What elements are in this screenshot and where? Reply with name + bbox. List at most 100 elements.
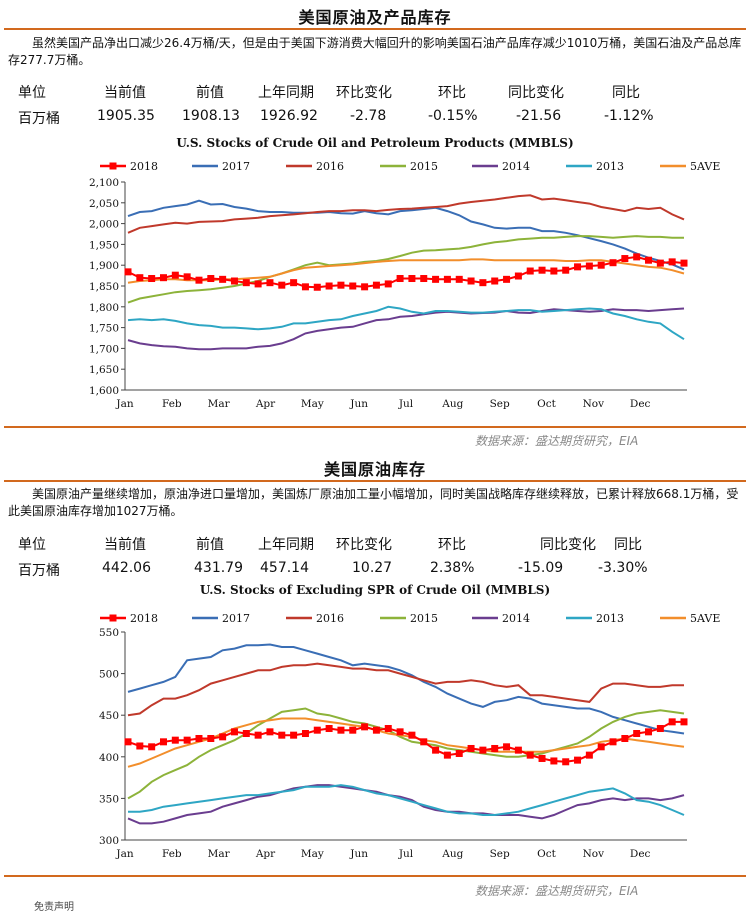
x-tick-label: Jun — [349, 398, 368, 410]
data-point-2018 — [183, 273, 191, 281]
legend-label-5AVE: 5AVE — [690, 160, 720, 173]
section-divider — [4, 480, 746, 482]
data-point-2018 — [266, 279, 274, 287]
crude-stocks-chart: 300 350 400 450 500 550 Jan Feb Mar Apr May Jun Jul A… — [99, 612, 720, 860]
data-point-2018 — [526, 751, 534, 759]
y-tick-label: 2,050 — [89, 198, 119, 210]
y-tick-label: 1,650 — [89, 364, 119, 376]
stat-value: -1.12% — [604, 108, 654, 124]
data-point-2018 — [396, 275, 404, 283]
legend-label-2018: 2018 — [130, 160, 158, 173]
stat-header: 上年同期 — [258, 537, 314, 553]
x-tick-label: Dec — [630, 848, 651, 860]
stat-header: 单位 — [18, 85, 46, 101]
stat-value: 10.27 — [352, 560, 393, 576]
y-tick-label: 350 — [99, 793, 119, 805]
data-point-2018 — [230, 277, 238, 285]
data-point-2018 — [136, 742, 144, 750]
data-point-2018 — [195, 276, 203, 284]
series-line-2013 — [127, 305, 685, 341]
series-line-2018 — [127, 255, 685, 289]
data-point-2018 — [313, 726, 321, 734]
data-point-2018 — [597, 261, 605, 269]
data-point-2018 — [349, 282, 357, 290]
stat-value: 1926.92 — [260, 108, 318, 124]
data-point-2018 — [361, 723, 369, 731]
crude-oil-section: 美国原油库存 美国原油产量继续增加，原油净进口量增加，美国炼厂原油加工量小幅增加… — [0, 452, 750, 905]
stat-value: 1908.13 — [182, 108, 240, 124]
data-point-2018 — [408, 731, 416, 739]
data-point-2018 — [337, 726, 345, 734]
data-point-2018 — [420, 275, 428, 283]
x-tick-label: Jan — [115, 398, 133, 410]
data-point-2018 — [254, 280, 262, 288]
stat-value: 百万桶 — [18, 111, 60, 127]
summary-paragraph: 美国原油产量继续增加，原油净进口量增加，美国炼厂原油加工量小幅增加，同时美国战略… — [8, 487, 739, 518]
y-tick-label: 550 — [99, 627, 119, 639]
x-tick-label: May — [301, 398, 324, 410]
data-point-2018 — [384, 280, 392, 288]
data-point-2018 — [574, 263, 582, 271]
data-point-2018 — [290, 731, 298, 739]
y-tick-label: 2,100 — [89, 177, 119, 189]
stat-value: 442.06 — [102, 560, 151, 576]
x-tick-label: Sep — [490, 398, 510, 410]
data-point-2018 — [609, 738, 617, 746]
stat-value: -15.09 — [518, 560, 564, 576]
series-line-2016 — [127, 662, 684, 717]
data-point-2018 — [183, 736, 191, 744]
data-point-2018 — [656, 725, 664, 733]
data-point-2018 — [668, 718, 676, 726]
data-point-2018 — [467, 277, 475, 285]
x-tick-label: Sep — [490, 848, 510, 860]
chart-title: U.S. Stocks of Crude Oil and Petroleum P… — [176, 136, 574, 150]
data-point-2018 — [609, 259, 617, 267]
data-point-2018 — [290, 279, 298, 287]
legend-label-2013: 2013 — [596, 160, 624, 173]
series-line-5AVE — [127, 717, 685, 768]
stat-value: 百万桶 — [18, 563, 60, 579]
data-point-2018 — [301, 283, 309, 291]
series-line-2014 — [127, 307, 685, 351]
data-point-2018 — [585, 262, 593, 270]
data-point-2018 — [242, 730, 250, 738]
data-point-2018 — [538, 266, 546, 274]
data-point-2018 — [621, 734, 629, 742]
stats-header-row: 单位 当前值 前值 上年同期 环比变化 环比 同比变化 同比 — [0, 82, 750, 101]
chart-title: U.S. Stocks of Excluding SPR of Crude Oi… — [199, 583, 551, 597]
x-tick-label: Apr — [255, 398, 276, 410]
data-point-2018 — [562, 266, 570, 274]
data-point-2018 — [574, 756, 582, 764]
legend-label-2017: 2017 — [222, 612, 250, 625]
section-divider — [4, 426, 746, 428]
x-tick-label: Jun — [349, 848, 368, 860]
data-point-2018 — [645, 256, 653, 264]
data-point-2018 — [550, 757, 558, 765]
data-point-2018 — [372, 726, 380, 734]
data-point-2018 — [171, 271, 179, 279]
data-point-2018 — [562, 758, 570, 766]
data-point-2018 — [633, 730, 641, 738]
data-point-2018 — [148, 743, 156, 751]
y-tick-label: 1,800 — [89, 302, 119, 314]
data-point-2018 — [420, 738, 428, 746]
stat-header: 环比 — [438, 537, 466, 553]
legend-label-2014: 2014 — [502, 160, 530, 173]
x-tick-label: Nov — [583, 848, 605, 860]
data-point-2018 — [171, 736, 179, 744]
data-point-2018 — [396, 728, 404, 736]
stat-value: -3.30% — [598, 560, 648, 576]
x-tick-label: Aug — [441, 848, 463, 860]
data-point-2018 — [503, 275, 511, 283]
x-tick-label: Nov — [583, 398, 605, 410]
y-tick-label: 500 — [99, 669, 119, 681]
stat-header: 同比变化 — [540, 537, 596, 553]
section-divider — [4, 875, 746, 877]
x-tick-label: Jul — [398, 398, 414, 410]
stat-value: -21.56 — [516, 108, 562, 124]
stat-header: 当前值 — [104, 85, 146, 101]
series-line-2015 — [127, 235, 684, 304]
stats-value-row: 百万桶 442.06 431.79 457.14 10.27 2.38% -15… — [0, 560, 750, 579]
stat-header: 单位 — [18, 537, 46, 553]
x-tick-label: Jan — [115, 848, 133, 860]
